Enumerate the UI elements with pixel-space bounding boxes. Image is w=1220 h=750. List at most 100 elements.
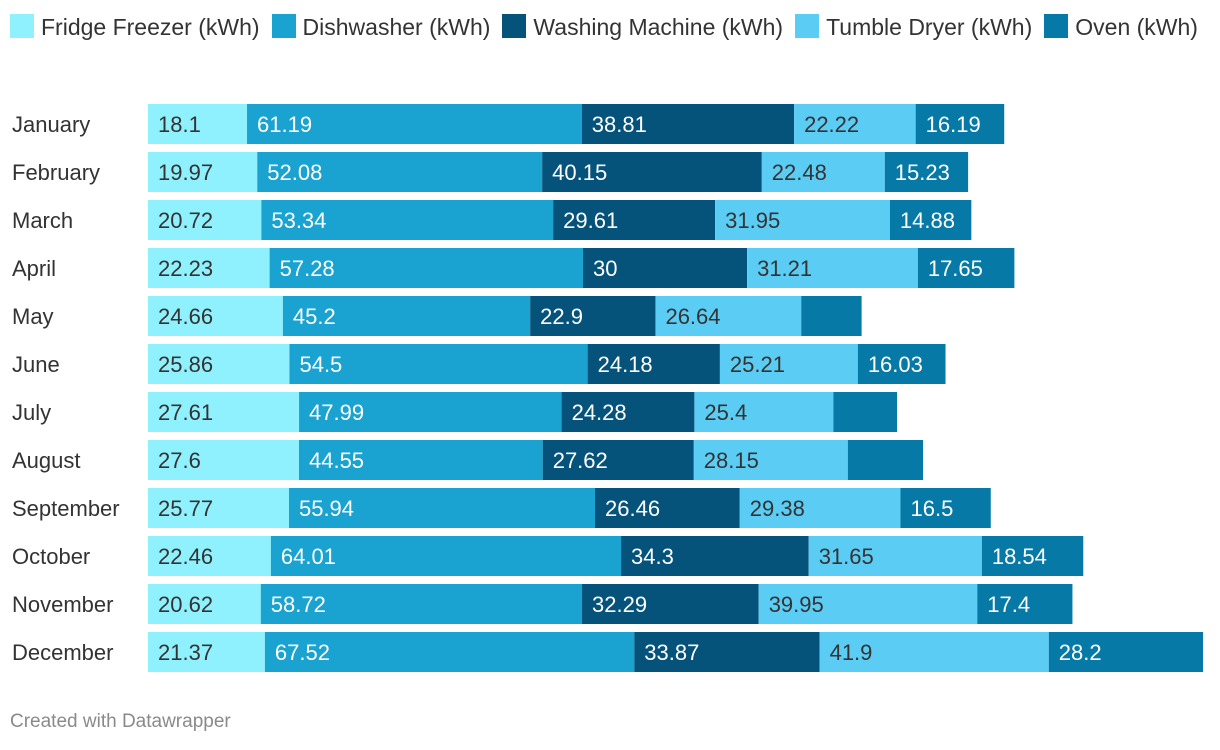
legend-swatch	[271, 14, 296, 38]
legend-label: Oven (kWh)	[1075, 14, 1198, 40]
bar-segment	[808, 536, 982, 576]
bar-segment	[148, 248, 270, 288]
bar-segment	[261, 200, 554, 240]
value-label: 40.15	[552, 160, 607, 185]
value-label: 25.77	[158, 496, 213, 521]
bar-segment	[761, 152, 885, 192]
source-credit: Created with Datawrapper	[10, 711, 231, 732]
value-label: 25.4	[704, 400, 747, 425]
legend-label: Fridge Freezer (kWh)	[41, 14, 260, 40]
bar-segment	[621, 536, 809, 576]
value-label: 27.6	[158, 448, 201, 473]
bar-segment	[977, 584, 1073, 624]
bar-segment	[857, 344, 946, 384]
legend-swatch	[10, 14, 34, 38]
bar-segment	[148, 104, 248, 144]
value-label: 17.65	[928, 256, 983, 281]
value-label: 33.87	[644, 640, 699, 665]
bar-segment	[655, 296, 802, 336]
bar-segment	[915, 104, 1005, 144]
value-label: 45.2	[293, 304, 336, 329]
category-label: November	[12, 592, 113, 617]
legend-item: Fridge Freezer (kWh)	[10, 10, 260, 44]
value-label: 58.72	[271, 592, 326, 617]
bar-segment	[693, 440, 848, 480]
bar-segment	[282, 296, 531, 336]
bar-segment	[794, 104, 916, 144]
value-label: 32.29	[592, 592, 647, 617]
value-label: 26.64	[665, 304, 720, 329]
bar-segment	[269, 248, 583, 288]
value-label: 27.61	[158, 400, 213, 425]
value-label: 18.54	[992, 544, 1047, 569]
bar-segment	[289, 344, 588, 384]
bar-segment	[561, 392, 695, 432]
bar-segment	[260, 584, 583, 624]
bar-segment	[801, 296, 862, 336]
value-label: 31.95	[725, 208, 780, 233]
legend-item: Oven (kWh)	[1044, 10, 1198, 44]
bar-segment	[634, 632, 820, 672]
category-label: June	[12, 352, 60, 377]
bar-segment	[582, 584, 759, 624]
bar-segment	[715, 200, 890, 240]
bar-segment	[1048, 632, 1204, 672]
value-label: 24.66	[158, 304, 213, 329]
bar-segment	[581, 104, 795, 144]
value-label: 16.03	[868, 352, 923, 377]
category-label: February	[12, 160, 100, 185]
value-label: 31.65	[819, 544, 874, 569]
value-label: 17.4	[987, 592, 1030, 617]
category-label: October	[12, 544, 90, 569]
value-label: 26.46	[605, 496, 660, 521]
value-label: 61.19	[257, 112, 312, 137]
value-label: 24.18	[598, 352, 653, 377]
bar-segment	[833, 392, 898, 432]
bar-segment	[148, 152, 258, 192]
bar-segment	[542, 152, 762, 192]
legend-swatch	[1044, 14, 1069, 38]
legend-label: Tumble Dryer (kWh)	[826, 14, 1033, 40]
category-label: September	[12, 496, 120, 521]
category-label: January	[12, 112, 90, 137]
legend-label: Washing Machine (kWh)	[533, 14, 784, 40]
value-label: 25.21	[730, 352, 785, 377]
legend-item: Washing Machine (kWh)	[502, 10, 783, 44]
value-label: 25.86	[158, 352, 213, 377]
bar-segment	[719, 344, 858, 384]
bar-segment	[148, 296, 283, 336]
category-label: July	[12, 400, 51, 425]
value-label: 22.22	[804, 112, 859, 137]
bar-segment	[530, 296, 656, 336]
legend-item: Dishwasher (kWh)	[271, 10, 491, 44]
value-label: 14.88	[900, 208, 955, 233]
bar-segment	[148, 440, 299, 480]
value-label: 20.72	[158, 208, 213, 233]
value-label: 55.94	[299, 496, 354, 521]
bar-segment	[917, 248, 1015, 288]
value-label: 22.9	[540, 304, 583, 329]
value-label: 41.9	[830, 640, 873, 665]
value-label: 34.3	[631, 544, 674, 569]
value-label: 18.1	[158, 112, 201, 137]
bar-segment	[148, 584, 261, 624]
value-label: 16.19	[926, 112, 981, 137]
value-label: 53.34	[271, 208, 326, 233]
category-label: August	[12, 448, 81, 473]
bar-segment	[264, 632, 635, 672]
value-label: 54.5	[299, 352, 342, 377]
bar-segment	[747, 248, 918, 288]
bar-segment	[819, 632, 1049, 672]
value-label: 31.21	[757, 256, 812, 281]
bar-segment	[148, 536, 271, 576]
bar-segment	[288, 488, 596, 528]
bar-segment	[148, 392, 300, 432]
bar-segment	[148, 488, 289, 528]
value-label: 22.23	[158, 256, 213, 281]
legend-label: Dishwasher (kWh)	[302, 14, 491, 40]
value-label: 44.55	[309, 448, 364, 473]
bar-segment	[148, 632, 265, 672]
value-label: 30	[593, 256, 617, 281]
value-label: 67.52	[275, 640, 330, 665]
bar-segment	[981, 536, 1084, 576]
